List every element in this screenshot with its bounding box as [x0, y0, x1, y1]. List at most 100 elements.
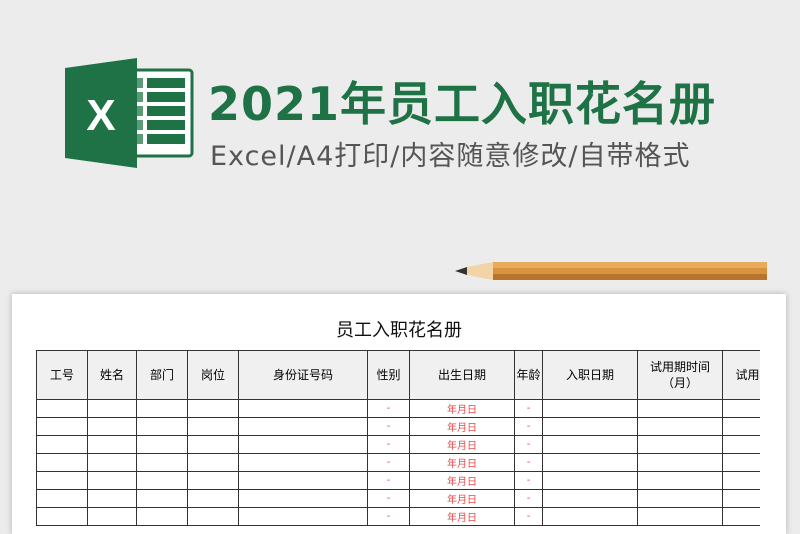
- table-cell[interactable]: -: [367, 453, 410, 472]
- table-cell[interactable]: 年月日: [409, 507, 515, 526]
- table-cell[interactable]: -: [367, 489, 410, 508]
- table-cell[interactable]: [136, 435, 188, 454]
- table-cell[interactable]: -: [367, 399, 410, 418]
- table-row: -年月日--: [36, 453, 760, 472]
- table-cell[interactable]: -: [514, 471, 543, 490]
- table-cell[interactable]: [36, 417, 88, 436]
- column-header: 试用期时: [722, 350, 760, 400]
- table-cell[interactable]: [36, 507, 88, 526]
- table-cell[interactable]: [187, 453, 239, 472]
- table-cell[interactable]: [637, 417, 723, 436]
- table-cell[interactable]: [87, 489, 137, 508]
- column-header: 身份证号码: [238, 350, 368, 400]
- spreadsheet-sheet: 员工入职花名册 工号 姓名 部门 岗位 身份证号码 性别 出生日期 年龄 入职日期 试用期时间（月…: [12, 294, 786, 534]
- table-cell[interactable]: [238, 507, 368, 526]
- table-cell[interactable]: -: [722, 435, 760, 454]
- table-cell[interactable]: [187, 435, 239, 454]
- table-cell[interactable]: [36, 453, 88, 472]
- table-cell[interactable]: -: [722, 399, 760, 418]
- table-cell[interactable]: [187, 471, 239, 490]
- table-cell[interactable]: [637, 507, 723, 526]
- column-header: 岗位: [187, 350, 239, 400]
- column-header: 工号: [36, 350, 88, 400]
- table-cell[interactable]: [542, 489, 638, 508]
- table-cell[interactable]: 年月日: [409, 399, 515, 418]
- table-cell[interactable]: -: [514, 399, 543, 418]
- table-cell[interactable]: [542, 435, 638, 454]
- table-row: -年月日--: [36, 471, 760, 490]
- table-cell[interactable]: -: [514, 489, 543, 508]
- table-cell[interactable]: 年月日: [409, 489, 515, 508]
- table-cell[interactable]: 年月日: [409, 453, 515, 472]
- table-cell[interactable]: 年月日: [409, 417, 515, 436]
- table-cell[interactable]: [87, 507, 137, 526]
- table-cell[interactable]: [238, 453, 368, 472]
- table-cell[interactable]: [187, 507, 239, 526]
- banner-title: 2021年员工入职花名册: [208, 77, 717, 131]
- table-cell[interactable]: [36, 399, 88, 418]
- table-cell[interactable]: [637, 489, 723, 508]
- table-cell[interactable]: 年月日: [409, 435, 515, 454]
- column-header: 入职日期: [542, 350, 638, 400]
- table-cell[interactable]: -: [367, 417, 410, 436]
- table-cell[interactable]: [136, 471, 188, 490]
- table-cell[interactable]: [238, 435, 368, 454]
- table-row: -年月日--: [36, 399, 760, 418]
- table-cell[interactable]: [87, 435, 137, 454]
- table-cell[interactable]: -: [722, 453, 760, 472]
- table-cell[interactable]: [542, 399, 638, 418]
- svg-text:X: X: [86, 91, 115, 140]
- table-row: -年月日--: [36, 489, 760, 508]
- table-cell[interactable]: -: [367, 507, 410, 526]
- table-cell[interactable]: [187, 399, 239, 418]
- table-cell[interactable]: [637, 399, 723, 418]
- table-row: -年月日--: [36, 435, 760, 454]
- sheet-title: 员工入职花名册: [336, 320, 462, 341]
- table-cell[interactable]: [542, 417, 638, 436]
- table-cell[interactable]: [542, 471, 638, 490]
- table-cell[interactable]: -: [514, 507, 543, 526]
- column-header: 性别: [367, 350, 410, 400]
- table-cell[interactable]: -: [367, 471, 410, 490]
- table-cell[interactable]: 年月日: [409, 471, 515, 490]
- table-cell[interactable]: -: [722, 471, 760, 490]
- table-cell[interactable]: -: [722, 507, 760, 526]
- table-cell[interactable]: [136, 507, 188, 526]
- table-cell[interactable]: [187, 417, 239, 436]
- table-cell[interactable]: -: [514, 435, 543, 454]
- table-cell[interactable]: [36, 471, 88, 490]
- table-cell[interactable]: -: [722, 417, 760, 436]
- pencil-icon: [455, 260, 767, 286]
- table-row: -年月日--: [36, 417, 760, 436]
- table-cell[interactable]: [542, 507, 638, 526]
- table-cell[interactable]: [136, 489, 188, 508]
- table-cell[interactable]: -: [722, 489, 760, 508]
- table-cell[interactable]: [136, 453, 188, 472]
- column-header: 部门: [136, 350, 188, 400]
- table-cell[interactable]: [87, 453, 137, 472]
- table-cell[interactable]: [238, 417, 368, 436]
- table-cell[interactable]: [542, 453, 638, 472]
- excel-logo: X: [65, 58, 195, 172]
- table-cell[interactable]: [87, 399, 137, 418]
- table-cell[interactable]: [238, 471, 368, 490]
- table-cell[interactable]: -: [367, 435, 410, 454]
- column-header: 出生日期: [409, 350, 515, 400]
- table-cell[interactable]: [238, 399, 368, 418]
- table-cell[interactable]: [87, 417, 137, 436]
- table-cell[interactable]: [36, 435, 88, 454]
- table-cell[interactable]: [136, 417, 188, 436]
- table-cell[interactable]: [637, 435, 723, 454]
- table-cell[interactable]: [637, 471, 723, 490]
- table-row: -年月日--: [36, 507, 760, 526]
- table-cell[interactable]: -: [514, 417, 543, 436]
- table-cell[interactable]: [238, 489, 368, 508]
- column-header: 年龄: [514, 350, 543, 400]
- table-cell[interactable]: [136, 399, 188, 418]
- table-cell[interactable]: [36, 489, 88, 508]
- table-cell[interactable]: -: [514, 453, 543, 472]
- table-cell[interactable]: [87, 471, 137, 490]
- table-cell[interactable]: [637, 453, 723, 472]
- table-cell[interactable]: [187, 489, 239, 508]
